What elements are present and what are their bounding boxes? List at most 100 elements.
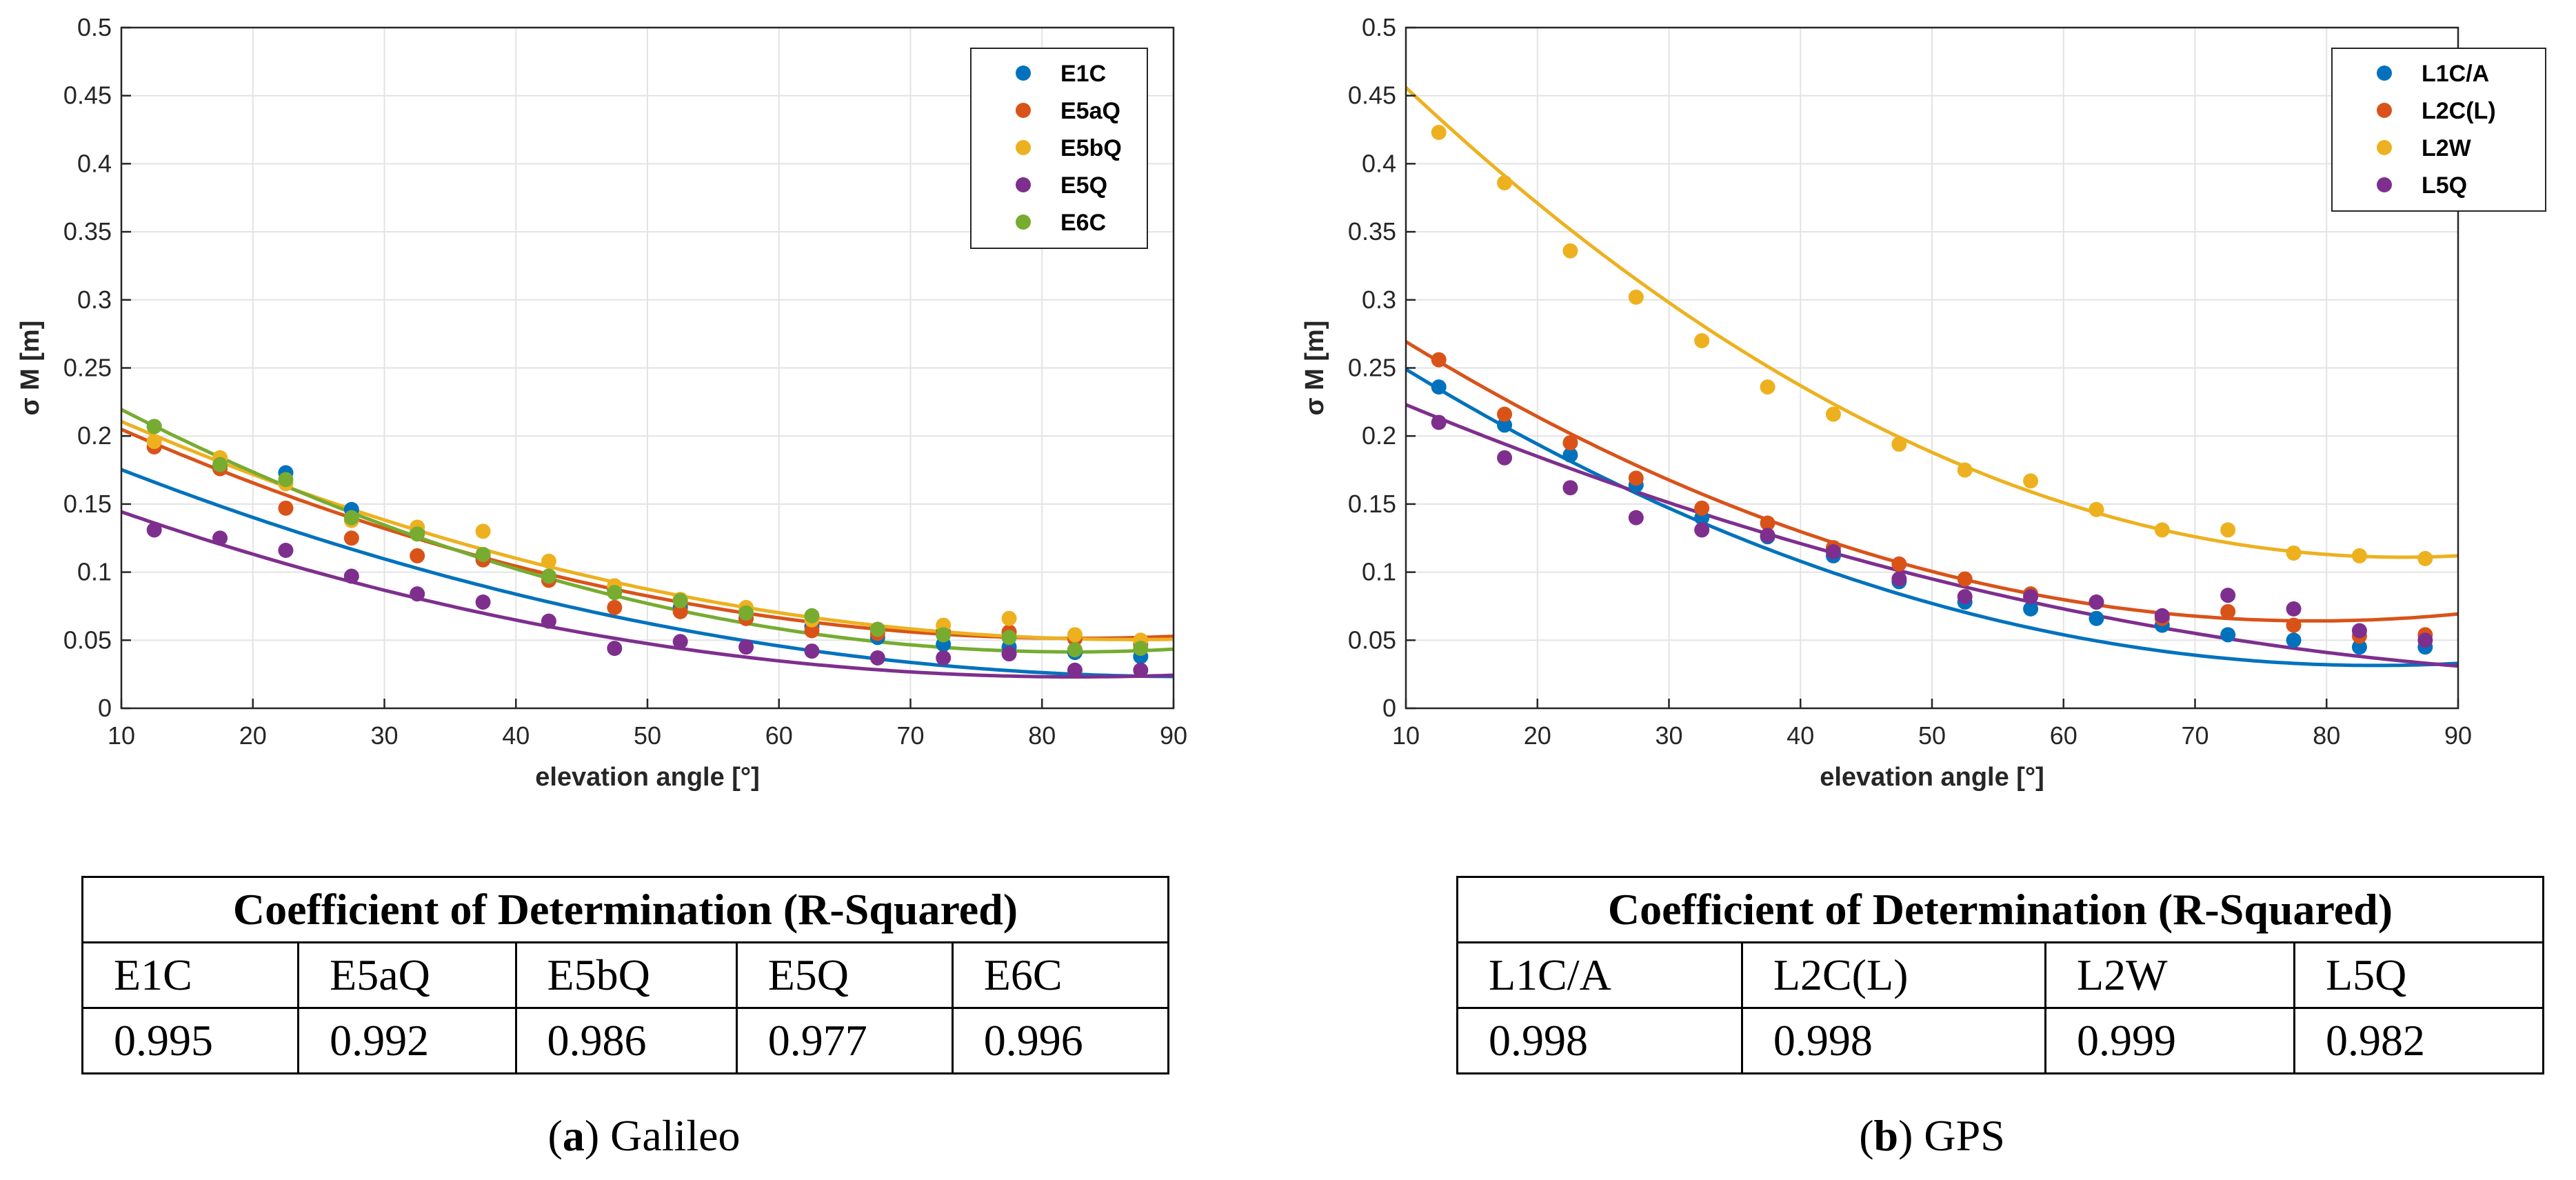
data-point-l2w	[1628, 289, 1644, 305]
rsq-header-e5bq: E5bQ	[514, 941, 738, 1009]
rsq-value-l5q: 0.982	[2293, 1007, 2545, 1074]
rsq-header-e5q: E5Q	[735, 941, 954, 1009]
x-tick-label: 30	[370, 721, 398, 750]
data-point-e6c	[672, 593, 688, 609]
fit-curve-l2c-l	[1405, 340, 2459, 623]
y-axis-title: σ M [m]	[1300, 321, 1329, 416]
data-point-l5q	[1891, 571, 1907, 587]
data-point-e5aq	[343, 530, 359, 546]
data-point-l1c-a	[2089, 610, 2104, 626]
data-point-e6c	[1133, 641, 1149, 657]
y-tick-label: 0.4	[77, 149, 112, 177]
fit-curve-l1c-a	[1405, 368, 2459, 668]
data-point-l2w	[2220, 522, 2236, 538]
data-point-e5q	[212, 530, 228, 546]
y-tick-label: 0.4	[1362, 149, 1396, 177]
legend-marker-l2w	[2377, 140, 2392, 155]
rsq-value-e5q: 0.977	[735, 1007, 954, 1074]
data-point-e6c	[1067, 642, 1083, 658]
data-point-l2c-l	[1562, 435, 1578, 451]
fit-curve-e6c	[120, 408, 1174, 654]
x-tick-label: 90	[1160, 721, 1187, 750]
data-point-e5q	[278, 543, 294, 559]
table-row: L1C/A L2C(L) L2W L5Q	[1456, 941, 2545, 1009]
y-tick-label: 0.05	[63, 626, 112, 654]
table-row: 0.998 0.998 0.999 0.982	[1456, 1007, 2545, 1074]
data-point-l2w	[2154, 522, 2170, 538]
data-point-l1c-a	[2023, 601, 2039, 617]
data-point-e5aq	[607, 599, 623, 615]
data-point-e5bq	[146, 434, 162, 450]
data-point-l2w	[1760, 379, 1775, 395]
x-tick-label: 10	[108, 721, 135, 750]
data-point-l5q	[1628, 510, 1644, 526]
data-point-e6c	[475, 546, 491, 562]
legend-label-e5q: E5Q	[1060, 172, 1107, 199]
data-point-l1c-a	[2286, 632, 2302, 648]
rsq-header-l1ca: L1C/A	[1456, 941, 1743, 1009]
data-point-l2c-l	[1760, 515, 1775, 531]
y-tick-label: 0.15	[63, 490, 112, 518]
y-tick-label: 0.35	[63, 217, 112, 246]
data-point-l1c-a	[2351, 639, 2367, 655]
data-point-e5aq	[804, 623, 820, 639]
legend-box	[2331, 48, 2546, 212]
rsq-header-l5q: L5Q	[2293, 941, 2545, 1009]
data-point-l5q	[2154, 608, 2170, 623]
legend-label-e5aq: E5aQ	[1060, 98, 1120, 124]
data-point-e6c	[146, 419, 162, 434]
rsq-value-e1c: 0.995	[81, 1007, 300, 1074]
x-tick-label: 20	[239, 721, 267, 750]
panel-galileo: 10 20 30 40 50 60 70 80 90 0 0.05 0.1 0.15 0.2 0.25 0.3…	[16, 13, 1187, 1160]
y-tick-label: 0.3	[77, 286, 112, 314]
data-point-l5q	[2023, 589, 2039, 605]
data-point-e6c	[343, 510, 359, 526]
y-tick-label: 0.2	[1362, 421, 1396, 450]
data-point-e6c	[410, 526, 425, 542]
data-point-l5q	[1562, 480, 1578, 496]
x-axis-title: elevation angle [°]	[535, 763, 760, 792]
y-axis-title: σ M [m]	[16, 321, 45, 416]
data-point-l2w	[2351, 548, 2367, 563]
data-point-e6c	[278, 472, 294, 488]
legend-box	[970, 48, 1148, 249]
data-point-e6c	[541, 568, 556, 584]
gps-chart: 10 20 30 40 50 60 70 80 90 0 0.05 0.1 0.15 0.2 0.25 0.3…	[1300, 13, 2546, 792]
data-point-l5q	[1825, 543, 1841, 559]
data-point-e6c	[738, 605, 754, 621]
data-point-e5q	[1001, 646, 1017, 662]
rsq-header-l2w: L2W	[2044, 941, 2295, 1009]
gps-rsq-title: Coefficient of Determination (R-Squared)	[1456, 876, 2544, 943]
data-point-e5aq	[410, 548, 425, 563]
x-tick-label: 80	[2313, 721, 2340, 750]
data-point-l2w	[2286, 545, 2302, 561]
x-tick-label: 80	[1028, 721, 1056, 750]
data-point-e6c	[936, 627, 952, 643]
rsq-value-e5aq: 0.992	[297, 1007, 517, 1074]
y-tick-label: 0.3	[1362, 286, 1396, 314]
y-tick-label: 0.5	[77, 13, 112, 41]
data-point-l5q	[2220, 588, 2236, 603]
rsq-value-e6c: 0.996	[951, 1007, 1170, 1074]
x-tick-label: 60	[765, 721, 793, 750]
gps-rsq-table: Coefficient of Determination (R-Squared)…	[1456, 876, 2545, 1074]
data-point-e5bq	[475, 523, 491, 539]
data-point-e5q	[410, 586, 425, 602]
data-point-l2w	[1825, 406, 1841, 422]
y-tick-label: 0.25	[1348, 354, 1396, 382]
x-tick-label: 70	[896, 721, 924, 750]
y-tick-label: 0.2	[77, 421, 112, 450]
data-point-l5q	[2417, 632, 2433, 648]
data-point-e5q	[343, 568, 359, 584]
legend: E1C E5aQ E5bQ E5Q E6C	[970, 48, 1148, 249]
data-point-e5bq	[1067, 627, 1083, 643]
data-point-e6c	[1001, 630, 1017, 646]
x-axis-title: elevation angle [°]	[1820, 763, 2044, 792]
data-point-l5q	[1760, 528, 1775, 543]
data-point-e5q	[1133, 662, 1149, 678]
legend-marker-l1c-a	[2377, 66, 2392, 81]
legend-marker-l5q	[2377, 177, 2392, 192]
data-point-l2c-l	[2286, 617, 2302, 633]
x-tick-label: 70	[2181, 721, 2208, 750]
y-tick-label: 0.1	[77, 558, 112, 586]
